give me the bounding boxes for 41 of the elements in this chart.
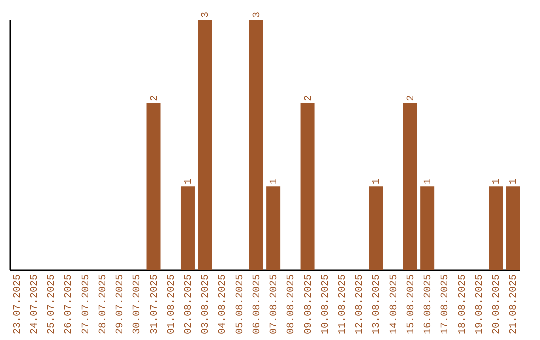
x-tick-label: 09.08.2025	[304, 274, 315, 335]
x-tick-label: 15.08.2025	[406, 274, 418, 335]
data-label: 1	[184, 178, 195, 185]
data-label: 3	[252, 12, 264, 18]
x-tick-label: 18.08.2025	[458, 274, 469, 335]
x-tick-label: 05.08.2025	[235, 274, 246, 335]
x-tick-label: 06.08.2025	[252, 274, 264, 335]
data-label: 2	[304, 95, 315, 102]
x-tick-label: 16.08.2025	[424, 274, 435, 335]
x-tick-label: 21.08.2025	[509, 274, 520, 335]
data-label: 3	[201, 12, 212, 18]
x-tick-label: 23.07.2025	[12, 274, 24, 335]
x-tick-label: 24.07.2025	[30, 274, 41, 335]
data-label: 1	[492, 178, 504, 185]
x-tick-label: 17.08.2025	[440, 274, 452, 335]
data-label: 2	[150, 95, 161, 102]
x-tick-label: 01.08.2025	[166, 274, 178, 335]
x-tick-label: 10.08.2025	[320, 274, 332, 335]
data-label: 1	[509, 178, 520, 185]
x-tick-label: 13.08.2025	[372, 274, 384, 335]
x-tick-label: 26.07.2025	[64, 274, 76, 335]
data-label: 1	[270, 178, 281, 185]
x-tick-label: 28.07.2025	[98, 274, 110, 335]
x-tick-label: 29.07.2025	[116, 274, 127, 335]
x-tick-label: 07.08.2025	[270, 274, 281, 335]
x-tick-label: 04.08.2025	[218, 274, 230, 335]
data-label: 2	[406, 95, 418, 102]
x-tick-label: 14.08.2025	[389, 274, 400, 335]
x-tick-label: 02.08.2025	[184, 274, 195, 335]
x-tick-label: 20.08.2025	[492, 274, 504, 335]
data-label: 1	[372, 178, 384, 185]
x-tick-label: 08.08.2025	[286, 274, 298, 335]
data-label: 1	[424, 178, 435, 185]
x-tick-label: 12.08.2025	[355, 274, 366, 335]
x-tick-label: 11.08.2025	[338, 274, 350, 335]
x-tick-label: 19.08.2025	[474, 274, 486, 335]
x-tick-label: 31.07.2025	[150, 274, 161, 335]
x-tick-label: 25.07.2025	[47, 274, 58, 335]
x-tick-label: 03.08.2025	[201, 274, 212, 335]
x-tick-label: 27.07.2025	[81, 274, 92, 335]
x-tick-label: 30.07.2025	[132, 274, 144, 335]
